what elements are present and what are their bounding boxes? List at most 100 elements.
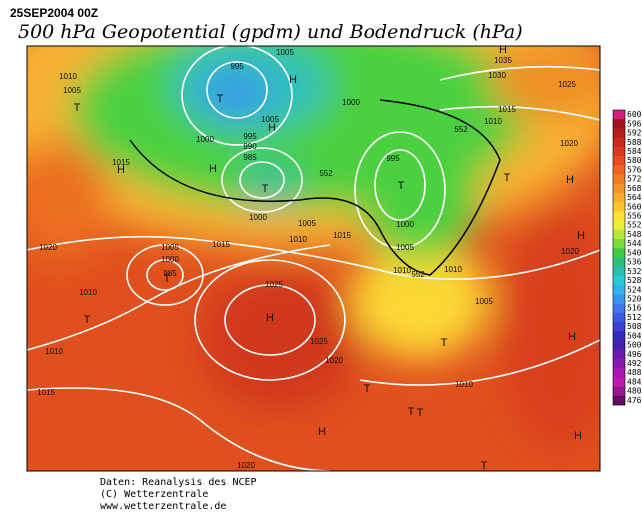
colorbar-swatch (613, 340, 625, 350)
colorbar-swatch (613, 174, 625, 185)
isobar-label: 1025 (558, 80, 576, 89)
colorbar-swatch (613, 248, 625, 258)
colorbar-swatch (613, 312, 625, 323)
footer-line: (C) Wetterzentrale (100, 489, 208, 500)
colorbar-label: 532 (627, 267, 642, 276)
colorbar-swatch (613, 395, 625, 406)
pressure-center: T (441, 337, 448, 349)
title: 500 hPa Geopotential (gpdm) und Bodendru… (18, 21, 523, 43)
colorbar-label: 572 (627, 175, 642, 184)
colorbar-swatch (613, 285, 625, 295)
colorbar-swatch (613, 183, 625, 194)
pressure-center: H (117, 164, 125, 176)
map-field: 1005 995 H 1010 1005 T H 1035 1030 1025 1000 T 1005 H… (27, 46, 600, 472)
footer-line: www.wetterzentrale.de (100, 501, 226, 512)
isobar-label: 985 (243, 153, 257, 162)
colorbar-label: 556 (627, 212, 642, 221)
pressure-center: H (568, 331, 576, 343)
colorbar-swatch (613, 211, 625, 221)
colorbar-label: 588 (627, 138, 642, 147)
colorbar-swatch (613, 202, 625, 212)
isobar-label: 1025 (265, 280, 283, 289)
colorbar-swatch (613, 220, 625, 231)
colorbar-swatch (613, 165, 625, 175)
colorbar-label: 476 (627, 396, 642, 405)
colorbar-label: 576 (627, 165, 642, 174)
pressure-center: H (577, 230, 585, 242)
colorbar-swatch (613, 294, 625, 304)
colorbar-label: 584 (627, 147, 642, 156)
isobar-label: 1000 (161, 255, 179, 264)
pressure-center: H (209, 163, 217, 175)
isobar-label: 1015 (112, 158, 130, 167)
isobar-label: 1015 (333, 231, 351, 240)
colorbar-swatch (613, 349, 625, 360)
isobar-label: 1005 (276, 48, 294, 57)
isobar-label: 1010 (79, 288, 97, 297)
isobar-label: 1035 (494, 56, 512, 65)
isobar-label: 1000 (196, 135, 214, 144)
date: 25SEP2004 00Z (10, 6, 98, 20)
colorbar-swatch (613, 303, 625, 314)
colorbar-label: 536 (627, 258, 642, 267)
colorbar-swatch (613, 386, 625, 397)
isobar-label: 1000 (396, 220, 414, 229)
isobar-label: 1005 (63, 86, 81, 95)
isobar-label: 990 (243, 142, 257, 151)
pressure-center: T (481, 460, 488, 472)
colorbar-label: 504 (627, 331, 642, 340)
colorbar-label: 520 (627, 294, 642, 303)
colorbar-swatch (613, 322, 625, 332)
colorbar-label: 524 (627, 285, 642, 294)
pressure-center: H (289, 74, 297, 86)
colorbar-label: 500 (627, 341, 642, 350)
colorbar-label: 528 (627, 276, 642, 285)
pressure-center: T (417, 407, 424, 419)
isobar-label: 1010 (289, 235, 307, 244)
colorbar-label: 592 (627, 129, 642, 138)
colorbar-swatch (613, 110, 625, 120)
isobar-label: 1010 (444, 265, 462, 274)
colorbar-label: 552 (627, 221, 642, 230)
map-labels: 1005 995 H 1010 1005 T H 1035 1030 1025 1000 T 1005 H… (37, 46, 585, 472)
pressure-center: T (74, 102, 81, 114)
isobar-label: 1005 (261, 115, 279, 124)
isobar-label: 995 (386, 154, 400, 163)
pressure-center: H (318, 426, 326, 438)
colorbar-swatch (613, 239, 625, 249)
colorbar-swatch (613, 331, 625, 341)
colorbar-swatch (613, 275, 625, 286)
isobar-label: 1005 (298, 219, 316, 228)
pressure-center: T (364, 383, 371, 395)
isobars (27, 46, 600, 471)
colorbar-label: 496 (627, 350, 642, 359)
pressure-center: T (164, 273, 171, 285)
colorbar-swatch (613, 128, 625, 138)
isobar-label: 1015 (498, 105, 516, 114)
colorbar-label: 480 (627, 387, 642, 396)
isobar-label: 1020 (237, 461, 255, 470)
pressure-center: T (217, 93, 224, 105)
colorbar-swatch (613, 119, 625, 129)
pressure-center: T (408, 406, 415, 418)
colorbar-label: 540 (627, 248, 642, 257)
colorbar-swatch (613, 192, 625, 203)
isobar-label: 1000 (342, 98, 360, 107)
isobar-label: 1010 (455, 380, 473, 389)
isobar-label: 1005 (475, 297, 493, 306)
colorbar-label: 516 (627, 304, 642, 313)
pressure-center: T (398, 180, 405, 192)
isobar-label: 1020 (325, 356, 343, 365)
isobar-label: 1030 (488, 71, 506, 80)
isobar-label: 1010 (59, 72, 77, 81)
isobar-label: 1010 (393, 266, 411, 275)
colorbar-label: 508 (627, 322, 642, 331)
colorbar-label: 568 (627, 184, 642, 193)
isobar-label: 552 (411, 270, 425, 279)
colorbar-swatch (613, 156, 625, 166)
colorbar-label: 564 (627, 193, 642, 202)
footer-line: Daten: Reanalysis des NCEP (100, 477, 257, 488)
pressure-center: T (262, 183, 269, 195)
